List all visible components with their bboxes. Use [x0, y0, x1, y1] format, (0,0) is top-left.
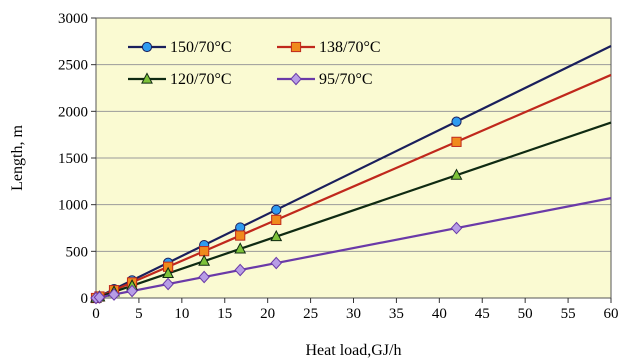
- series-markers: [90, 116, 463, 305]
- data-point: [234, 263, 246, 277]
- x-tick-label: 50: [518, 306, 533, 322]
- data-point: [451, 136, 462, 147]
- data-point: [270, 256, 283, 270]
- data-point: [93, 291, 106, 304]
- x-tick-label: 25: [303, 306, 318, 322]
- x-tick-label: 20: [260, 306, 275, 322]
- legend-label: 150/70°C: [170, 39, 232, 56]
- series-line: [95, 121, 612, 300]
- legend-label: 138/70°C: [319, 39, 381, 56]
- x-tick-label: 40: [432, 306, 447, 322]
- legend-item: 138/70°C: [277, 39, 381, 56]
- series-lines: [95, 45, 612, 300]
- y-tick-label: 1500: [58, 151, 88, 167]
- data-point: [235, 230, 246, 241]
- series-line: [95, 45, 612, 299]
- x-tick-label: 60: [604, 306, 619, 322]
- legend-marker: [141, 41, 153, 53]
- data-point: [450, 168, 463, 180]
- y-tick-label: 500: [66, 244, 89, 260]
- data-point: [126, 284, 138, 298]
- y-tick-label: 3000: [58, 11, 88, 27]
- data-point: [162, 266, 175, 279]
- legend: 150/70°C 138/70°C 120/70°C 95/70°C: [128, 39, 381, 88]
- data-point: [450, 221, 463, 235]
- legend-marker: [141, 72, 153, 84]
- x-tick-label: 45: [475, 306, 490, 322]
- x-tick-label: 15: [217, 306, 232, 322]
- legend-label: 120/70°C: [170, 71, 232, 88]
- y-axis-title: Length, m: [9, 125, 26, 191]
- y-tick-label: 2500: [58, 58, 88, 74]
- data-point: [270, 229, 283, 242]
- y-tick-label: 2000: [58, 104, 88, 120]
- data-point: [271, 214, 282, 225]
- legend-label: 95/70°C: [319, 71, 373, 88]
- legend-marker: [290, 41, 302, 53]
- data-point: [198, 254, 211, 266]
- x-tick-labels: 0 5 10 15 20 25 30 35 40 45 50 55 60: [92, 306, 618, 322]
- data-point: [451, 116, 462, 127]
- series-line: [95, 197, 612, 300]
- data-point: [234, 242, 247, 254]
- x-tick-label: 35: [389, 306, 404, 322]
- x-tick-label: 30: [346, 306, 361, 322]
- legend-item: 120/70°C: [128, 71, 232, 88]
- data-point: [198, 270, 210, 284]
- legend-marker: [290, 72, 302, 86]
- y-tick-label: 1000: [58, 198, 88, 214]
- legend-item: 150/70°C: [128, 39, 232, 56]
- legend-item: 95/70°C: [277, 71, 373, 88]
- y-tick-labels: 0 500 1000 1500 2000 2500 3000: [58, 11, 88, 307]
- data-point: [162, 277, 174, 291]
- x-axis-title: Heat load,GJ/h: [306, 342, 402, 359]
- y-tick-label: 0: [81, 291, 89, 307]
- x-tick-label: 0: [92, 306, 100, 322]
- x-tick-label: 5: [135, 306, 143, 322]
- data-point: [271, 204, 282, 215]
- data-point: [199, 246, 210, 257]
- x-tick-label: 55: [561, 306, 576, 322]
- series-line: [95, 73, 612, 300]
- data-point: [108, 288, 120, 301]
- x-tick-label: 10: [174, 306, 189, 322]
